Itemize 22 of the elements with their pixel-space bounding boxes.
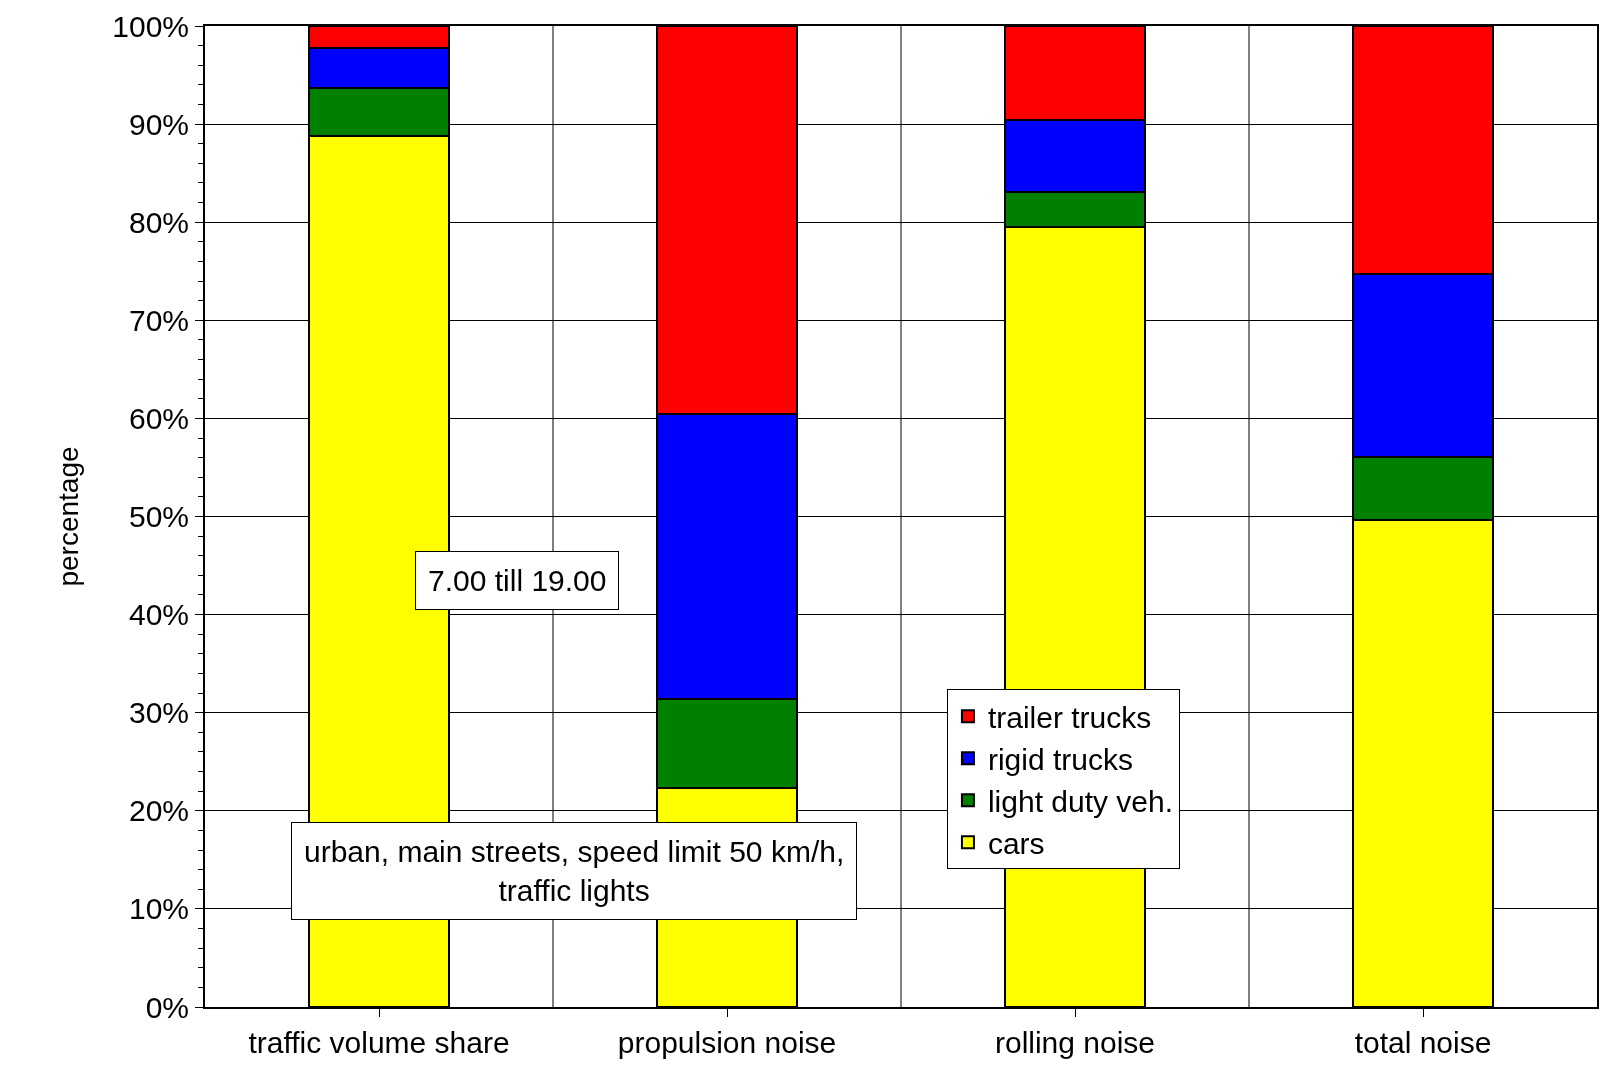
annotation: urban, main streets, speed limit 50 km/h, traffic lights [304,835,845,907]
y-tick-label: 50% [128,500,189,533]
y-tick-label: 100% [112,9,189,43]
y-tick-label: 10% [128,892,189,926]
annotation: 7.00 till 19.00 [428,564,607,597]
y-tick-label: 40% [128,598,189,632]
x-tick-label: rolling noise [994,1026,1156,1059]
legend-label: cars [987,826,1045,860]
legend-label: trailer trucks [987,700,1152,734]
y-tick-label: 90% [128,107,189,141]
x-tick-label: propulsion noise [617,1026,837,1059]
x-tick-label: total noise [1354,1026,1492,1059]
legend-label: rigid trucks [987,742,1133,776]
y-tick-label: 20% [128,794,189,828]
y-tick-label: 30% [128,696,189,730]
y-tick-label: 60% [128,401,189,435]
y-tick-label: 80% [128,205,189,239]
y-tick-label: 70% [128,303,189,337]
legend-label: light duty veh. [987,784,1174,818]
y-axis-title: percentage [53,446,85,587]
y-tick-label: 0% [145,990,189,1024]
x-tick-label: traffic volume share [248,1026,510,1059]
